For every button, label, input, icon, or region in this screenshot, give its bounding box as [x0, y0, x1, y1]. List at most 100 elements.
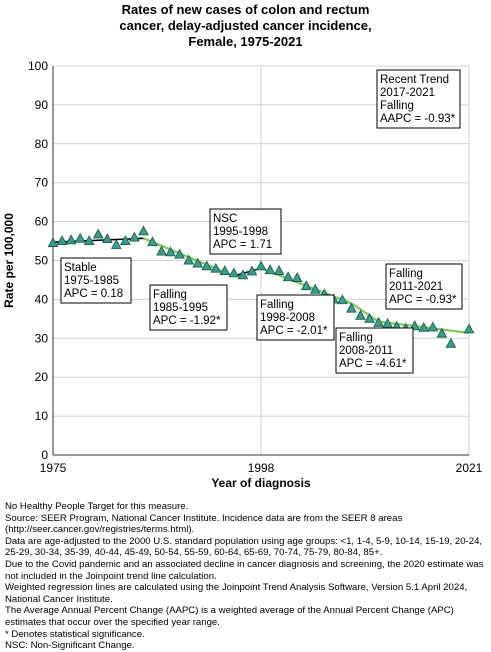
data-point — [382, 317, 393, 328]
data-point — [147, 236, 158, 247]
annotation-line: Falling — [339, 332, 373, 344]
footnote-age-adjustment: Data are age-adjusted to the 2000 U.S. s… — [5, 535, 485, 559]
footnote-covid: Due to the Covid pandemic and an associa… — [5, 558, 487, 582]
y-tick-label: 40 — [35, 292, 49, 306]
data-point — [210, 262, 222, 273]
tick-labels: 0 10 20 30 40 50 60 70 80 90 100 1975 1998 2021 — [28, 59, 483, 475]
y-tick-label: 10 — [35, 409, 49, 423]
annotation-line: AAPC = -0.93* — [380, 113, 456, 125]
data-point — [228, 267, 240, 278]
annotation-line: Stable — [64, 262, 97, 274]
data-point — [192, 257, 204, 268]
data-point — [445, 337, 457, 348]
annotation-line: Recent Trend — [380, 74, 449, 86]
annotation-box — [60, 257, 132, 304]
data-point — [183, 254, 195, 265]
chart-title: Rates of new cases of colon and rectum c… — [0, 2, 491, 50]
y-tick-label: 60 — [35, 215, 49, 229]
annotation-line: 1985-1995 — [153, 302, 208, 314]
data-point — [65, 234, 77, 245]
annotation-line: Falling — [260, 299, 294, 311]
data-point — [83, 235, 95, 246]
y-tick-label: 50 — [35, 254, 49, 268]
annotation-line: APC = 1.71 — [213, 239, 272, 251]
x-tick-label: 2021 — [456, 461, 483, 475]
annotation-line: Falling — [389, 268, 423, 280]
data-point — [129, 231, 140, 242]
y-tick-label: 80 — [35, 137, 49, 151]
annotation-line: 2008-2011 — [339, 345, 393, 357]
data-point — [174, 248, 185, 259]
data-point — [201, 260, 213, 271]
footnote-healthy-people: No Healthy People Target for this measur… — [5, 501, 189, 512]
data-point — [463, 323, 475, 334]
data-point — [74, 232, 86, 243]
annotation-line: 1998-2008 — [260, 312, 315, 324]
data-point — [119, 235, 131, 246]
data-point — [138, 225, 149, 236]
data-point — [264, 264, 276, 275]
axes — [52, 66, 469, 456]
y-tick-label: 20 — [35, 370, 49, 384]
chart-title-line-3: Female, 1975-2021 — [188, 34, 303, 49]
data-point — [255, 260, 267, 271]
footnote-joinpoint: Weighted regression lines are calculated… — [5, 582, 470, 605]
data-point — [237, 269, 249, 280]
data-point — [92, 228, 104, 239]
annotation-line: Falling — [153, 289, 187, 301]
footnote-aapc: The Average Annual Percent Change (AAPC)… — [5, 605, 457, 628]
y-tick-label: 90 — [35, 98, 49, 112]
data-point — [337, 294, 348, 305]
data-point — [427, 321, 439, 332]
data-point — [110, 238, 122, 249]
data-point — [309, 283, 321, 294]
annotation-line: NSC — [213, 213, 237, 225]
data-point — [156, 245, 167, 256]
data-point — [300, 280, 312, 291]
incidence-chart: 0 10 20 30 40 50 60 70 80 90 100 1975 1998 2021 Recen… — [2, 59, 483, 490]
data-point — [165, 246, 176, 257]
data-point — [355, 309, 366, 320]
annotation-box — [335, 327, 414, 374]
y-axis-title: Rate per 100,000 — [2, 213, 16, 308]
y-tick-label: 0 — [41, 448, 48, 462]
data-point — [436, 327, 448, 338]
data-point — [291, 272, 303, 282]
annotation-line: Falling — [380, 100, 414, 112]
data-point — [246, 265, 258, 276]
annotation-line: APC = 0.18 — [64, 288, 123, 300]
data-point — [373, 316, 384, 327]
y-tick-label: 70 — [35, 176, 49, 190]
annotation-line: APC = -0.93* — [389, 294, 457, 306]
data-point — [56, 235, 68, 246]
data-point — [273, 265, 285, 275]
x-tick-label: 1998 — [248, 461, 275, 475]
annotation-line: APC = -2.01* — [260, 325, 328, 337]
annotation-box — [376, 69, 461, 129]
x-axis-title: Year of diagnosis — [211, 476, 311, 490]
annotation-line: APC = -1.92* — [153, 315, 221, 327]
chart-title-line-1: Rates of new cases of colon and rectum — [121, 2, 370, 17]
data-point — [47, 237, 59, 247]
annotation-line: 2011-2021 — [389, 281, 443, 293]
annotation-box — [385, 263, 463, 310]
annotation-line: 2017-2021 — [380, 87, 435, 99]
annotation-box — [209, 208, 282, 255]
data-point — [219, 265, 231, 275]
data-point — [418, 321, 430, 332]
data-point — [364, 312, 375, 323]
data-point — [101, 233, 113, 244]
y-tick-label: 100 — [28, 59, 48, 73]
footnotes: No Healthy People Target for this measur… — [5, 501, 489, 652]
trend-segment — [350, 302, 380, 323]
y-tick-label: 30 — [35, 331, 49, 345]
annotation-line: 1975-1985 — [64, 275, 119, 287]
annotation-box — [149, 284, 228, 331]
